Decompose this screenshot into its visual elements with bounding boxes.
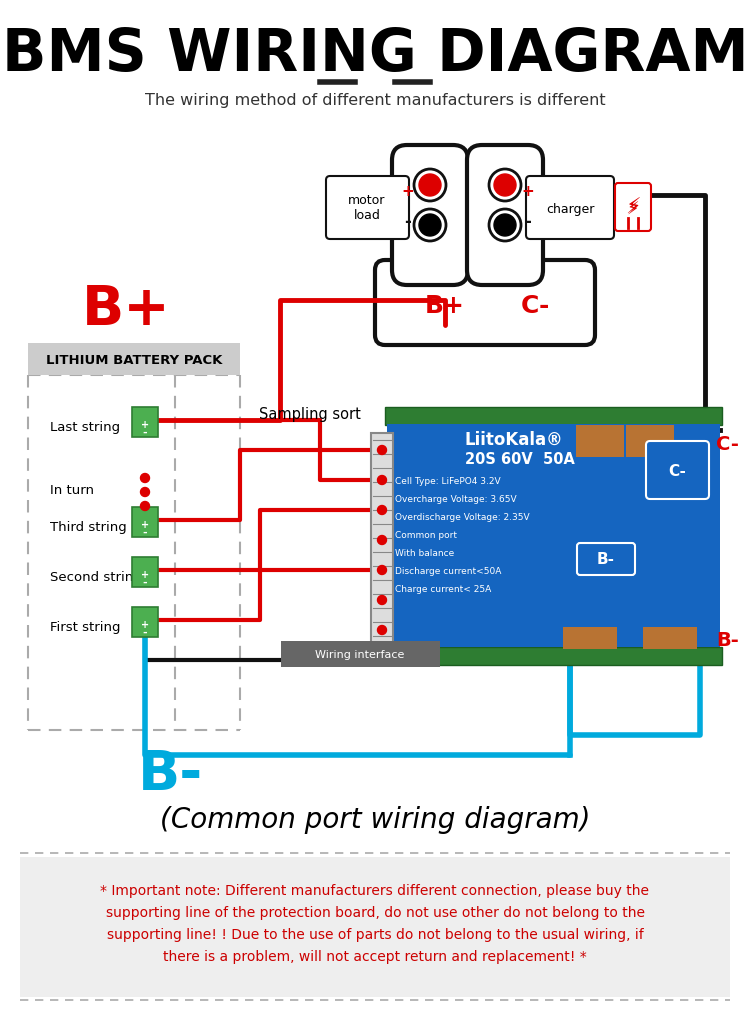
Text: LITHIUM BATTERY PACK: LITHIUM BATTERY PACK — [46, 354, 222, 367]
Text: B+: B+ — [82, 283, 171, 337]
Circle shape — [377, 535, 386, 544]
Text: Common port: Common port — [395, 531, 457, 540]
Text: With balance: With balance — [395, 549, 454, 559]
Circle shape — [377, 596, 386, 605]
Circle shape — [377, 505, 386, 514]
Circle shape — [377, 476, 386, 485]
Text: Overcharge Voltage: 3.65V: Overcharge Voltage: 3.65V — [395, 496, 517, 505]
FancyBboxPatch shape — [626, 425, 674, 457]
Text: -: - — [404, 213, 412, 231]
Text: -: - — [524, 213, 532, 231]
Text: C-: C- — [520, 294, 550, 318]
FancyBboxPatch shape — [326, 176, 409, 239]
Text: LiitoKala®: LiitoKala® — [465, 431, 564, 449]
Text: -: - — [142, 428, 147, 438]
Circle shape — [414, 209, 446, 241]
FancyBboxPatch shape — [563, 627, 617, 649]
FancyBboxPatch shape — [577, 543, 635, 575]
Circle shape — [140, 488, 149, 497]
Text: B-: B- — [716, 630, 739, 649]
FancyBboxPatch shape — [28, 343, 240, 375]
Text: Last string: Last string — [50, 421, 120, 434]
Text: +: + — [141, 420, 149, 430]
Text: Charge current< 25A: Charge current< 25A — [395, 586, 491, 595]
Circle shape — [489, 209, 521, 241]
Text: +: + — [402, 185, 414, 200]
Text: +: + — [141, 520, 149, 530]
Text: First string: First string — [50, 621, 121, 634]
Text: Cell Type: LiFePO4 3.2V: Cell Type: LiFePO4 3.2V — [395, 478, 501, 487]
Text: B-: B- — [138, 748, 203, 802]
Circle shape — [377, 566, 386, 575]
FancyBboxPatch shape — [387, 424, 720, 647]
Text: ⚡: ⚡ — [627, 201, 639, 219]
FancyBboxPatch shape — [392, 145, 468, 285]
Text: -: - — [142, 628, 147, 638]
FancyBboxPatch shape — [132, 607, 158, 637]
FancyBboxPatch shape — [132, 407, 158, 437]
Text: C-: C- — [668, 465, 686, 480]
Circle shape — [489, 169, 521, 201]
Text: +: + — [141, 570, 149, 580]
Text: -: - — [142, 528, 147, 538]
Text: B+: B+ — [425, 294, 465, 318]
Text: Overdischarge Voltage: 2.35V: Overdischarge Voltage: 2.35V — [395, 513, 530, 522]
Text: 20S 60V  50A: 20S 60V 50A — [465, 452, 574, 468]
FancyBboxPatch shape — [281, 641, 440, 667]
Text: B-: B- — [597, 552, 615, 568]
FancyBboxPatch shape — [375, 260, 595, 345]
FancyBboxPatch shape — [371, 433, 393, 652]
Text: The wiring method of different manufacturers is different: The wiring method of different manufactu… — [145, 93, 605, 107]
Text: charger: charger — [546, 203, 594, 216]
Text: C-: C- — [716, 435, 739, 454]
FancyBboxPatch shape — [526, 176, 614, 239]
FancyBboxPatch shape — [385, 407, 722, 425]
Circle shape — [414, 169, 446, 201]
FancyBboxPatch shape — [646, 441, 709, 499]
Circle shape — [419, 174, 441, 196]
Text: (Common port wiring diagram): (Common port wiring diagram) — [160, 806, 590, 834]
Text: Discharge current<50A: Discharge current<50A — [395, 568, 501, 577]
Circle shape — [140, 474, 149, 483]
Text: Third string: Third string — [50, 521, 127, 534]
Text: * Important note: Different manufacturers different connection, please buy the
s: * Important note: Different manufacturer… — [100, 885, 650, 964]
Circle shape — [494, 174, 516, 196]
FancyBboxPatch shape — [132, 557, 158, 587]
FancyBboxPatch shape — [385, 647, 722, 665]
Circle shape — [377, 625, 386, 634]
FancyBboxPatch shape — [576, 425, 624, 457]
Circle shape — [494, 214, 516, 236]
Text: ⚡: ⚡ — [626, 198, 640, 218]
Text: +: + — [522, 185, 534, 200]
Text: Wiring interface: Wiring interface — [315, 650, 405, 660]
Text: Sampling sort: Sampling sort — [259, 407, 361, 422]
Text: Second string: Second string — [50, 572, 142, 585]
Text: motor
load: motor load — [348, 194, 386, 222]
FancyBboxPatch shape — [467, 145, 543, 285]
FancyBboxPatch shape — [20, 857, 730, 997]
Circle shape — [140, 502, 149, 510]
FancyBboxPatch shape — [643, 627, 697, 649]
Text: BMS WIRING DIAGRAM: BMS WIRING DIAGRAM — [2, 26, 748, 84]
Circle shape — [377, 445, 386, 455]
Text: In turn: In turn — [50, 484, 94, 497]
Text: -: - — [142, 578, 147, 588]
Circle shape — [419, 214, 441, 236]
FancyBboxPatch shape — [615, 183, 651, 231]
Text: +: + — [141, 620, 149, 630]
FancyBboxPatch shape — [132, 507, 158, 537]
